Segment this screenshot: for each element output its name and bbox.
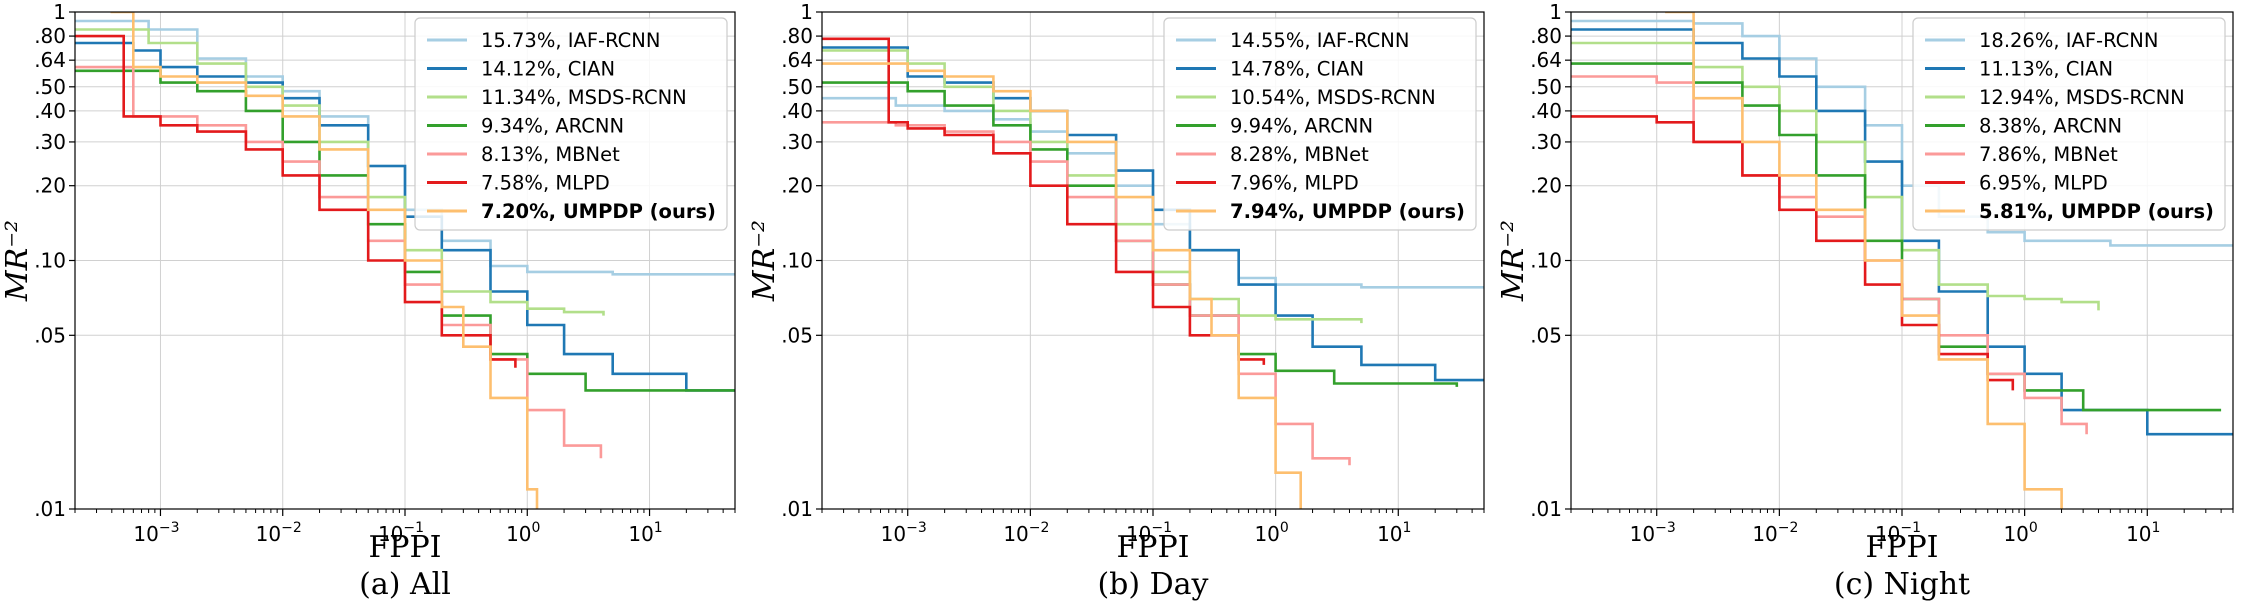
y-tick-label: .05 [781, 323, 813, 347]
chart-panel-1: 10−3 10−2 10−1 100 101 .01 .05 .10 .20 .30 .40.50.… [0, 0, 736, 602]
legend-box [1912, 17, 2226, 231]
y-tick-label: .64 [34, 48, 66, 72]
legend-label: 18.26%, IAF-RCNN [1979, 29, 2158, 52]
legend-label: 6.95%, MLPD [1979, 172, 2108, 195]
x-tick-label: 10−2 [1003, 520, 1049, 546]
legend-label: 9.94%, ARCNN [1230, 115, 1373, 138]
x-tick-label: 10−1 [1875, 520, 1921, 546]
y-tick-label: .20 [1530, 174, 1562, 198]
y-tick-label: 1 [1549, 0, 1562, 24]
legend-label: 7.86%, MBNet [1979, 143, 2118, 166]
y-axis-label: MR⁻² [1496, 220, 1531, 302]
series-line-umpdp-ours [1665, 12, 2063, 509]
legend-label: 10.54%, MSDS-RCNN [1230, 86, 1436, 109]
y-tick-label: .05 [34, 323, 66, 347]
legend-label: 8.28%, MBNet [1230, 143, 1369, 166]
y-tick-label: .20 [781, 174, 813, 198]
legend-label: 14.55%, IAF-RCNN [1230, 29, 1409, 52]
chart-panel-3: 10−3 10−2 10−1 100 101 .01 .05 .10 .20 .30 .40.50.… [1496, 0, 2234, 602]
legend-label: 8.13%, MBNet [481, 143, 620, 166]
x-tick-label: 100 [2003, 520, 2037, 546]
series-line-mlpd [1571, 115, 2015, 391]
series-line-iaf-rcnn [1571, 19, 2233, 247]
series-line-msds-rcnn [1571, 41, 2100, 311]
x-tick-label: 10−1 [378, 520, 424, 546]
series-group [75, 12, 735, 509]
y-tick-label: .50 [34, 75, 66, 99]
series-line-cian [822, 46, 1484, 382]
x-tick-label: 100 [506, 520, 540, 546]
y-tick-label: .01 [1530, 497, 1562, 521]
legend-label: 8.38%, ARCNN [1979, 115, 2122, 138]
legend-label: 7.20%, UMPDP (ours) [481, 200, 716, 223]
y-tick-label: .01 [781, 497, 813, 521]
series-line-mlpd [822, 37, 1266, 365]
legend-label: 7.58%, MLPD [481, 172, 610, 195]
panel-caption: (c) Night [1834, 567, 1970, 602]
legend-label: 11.13%, CIAN [1979, 58, 2113, 81]
panel-caption: (b) Day [1097, 567, 1208, 602]
series-group [1571, 12, 2233, 509]
y-tick-label: .64 [781, 48, 813, 72]
y-tick-label: .80 [34, 24, 66, 48]
legend-box [1163, 17, 1477, 231]
x-tick-label: 10−1 [1126, 520, 1172, 546]
legend-label: 14.78%, CIAN [1230, 58, 1364, 81]
x-axis-label: FPPI [1116, 530, 1189, 565]
x-tick-label: 101 [628, 520, 662, 546]
legend-label: 7.96%, MLPD [1230, 172, 1359, 195]
x-tick-label: 100 [1254, 520, 1288, 546]
legend: 18.26%, IAF-RCNN 11.13%, CIAN 12.94%, MSDS… [1912, 17, 2226, 231]
legend-label: 15.73%, IAF-RCNN [481, 29, 660, 52]
legend-label: 5.81%, UMPDP (ours) [1979, 200, 2214, 223]
y-tick-label: .40 [34, 99, 66, 123]
x-tick-label: 10−2 [1752, 520, 1798, 546]
y-tick-label: .30 [34, 130, 66, 154]
y-tick-label: .30 [781, 130, 813, 154]
y-axis-label: MR⁻² [0, 220, 35, 302]
y-tick-label: .40 [1530, 99, 1562, 123]
legend-label: 7.94%, UMPDP (ours) [1230, 200, 1465, 223]
series-line-umpdp-ours [110, 12, 539, 509]
x-axis-label: FPPI [1865, 530, 1938, 565]
legend-label: 14.12%, CIAN [481, 58, 615, 81]
legend-label: 9.34%, ARCNN [481, 115, 624, 138]
legend-label: 11.34%, MSDS-RCNN [481, 86, 687, 109]
legend: 15.73%, IAF-RCNN 14.12%, CIAN 11.34%, MSDS… [414, 17, 728, 231]
series-line-mlpd [75, 34, 517, 368]
y-tick-label: .30 [1530, 130, 1562, 154]
y-tick-label: .10 [1530, 249, 1562, 273]
y-tick-label: .80 [781, 24, 813, 48]
x-tick-label: 10−3 [881, 520, 927, 546]
panel-caption: (a) All [359, 567, 451, 602]
x-tick-label: 10−3 [1630, 520, 1676, 546]
y-tick-label: 1 [53, 0, 66, 24]
series-line-cian [75, 41, 735, 392]
y-tick-label: .40 [781, 99, 813, 123]
y-tick-label: .01 [34, 497, 66, 521]
y-axis-label: MR⁻² [747, 220, 782, 302]
x-tick-label: 10−3 [133, 520, 179, 546]
x-tick-label: 101 [1377, 520, 1411, 546]
x-axis-label: FPPI [368, 530, 441, 565]
y-tick-label: .10 [781, 249, 813, 273]
y-tick-label: .80 [1530, 24, 1562, 48]
y-tick-label: .64 [1530, 48, 1562, 72]
y-tick-label: .50 [781, 75, 813, 99]
legend-label: 12.94%, MSDS-RCNN [1979, 86, 2185, 109]
y-tick-label: .50 [1530, 75, 1562, 99]
y-tick-label: .05 [1530, 323, 1562, 347]
chart-panel-2: 10−3 10−2 10−1 100 101 .01 .05 .10 .20 .30 .40.50.… [747, 0, 1485, 602]
series-group [822, 37, 1484, 509]
series-line-umpdp-ours [822, 62, 1302, 509]
y-tick-label: 1 [800, 0, 813, 24]
y-tick-label: .20 [34, 174, 66, 198]
y-tick-label: .10 [34, 249, 66, 273]
x-tick-label: 101 [2126, 520, 2160, 546]
legend-box [414, 17, 728, 231]
x-tick-label: 10−2 [256, 520, 302, 546]
legend: 14.55%, IAF-RCNN 14.78%, CIAN 10.54%, MSDS… [1163, 17, 1477, 231]
